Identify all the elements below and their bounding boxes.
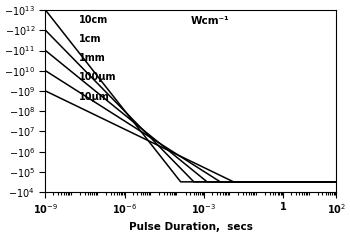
X-axis label: Pulse Duration,  secs: Pulse Duration, secs: [129, 222, 253, 232]
Text: 10cm: 10cm: [79, 15, 108, 25]
Text: 10μm: 10μm: [79, 92, 110, 101]
Text: 100μm: 100μm: [79, 72, 117, 82]
Text: Wcm⁻¹: Wcm⁻¹: [191, 16, 230, 25]
Text: 1mm: 1mm: [79, 53, 106, 63]
Text: 1cm: 1cm: [79, 34, 102, 44]
